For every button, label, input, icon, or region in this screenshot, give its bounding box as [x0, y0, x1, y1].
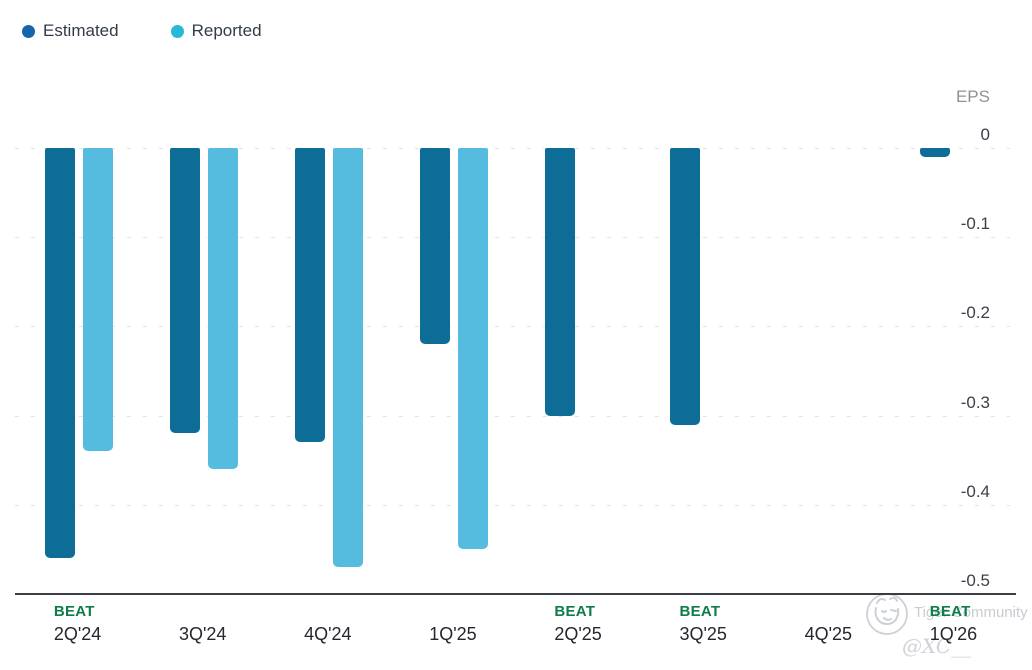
beat-badge: BEAT [554, 603, 596, 620]
bar-estimated-3Q25[interactable] [670, 148, 701, 425]
x-axis-cell: BEAT 1Q'26 [891, 602, 1016, 646]
y-axis-unit-label: EPS [955, 87, 990, 106]
x-axis-label: 2Q'24 [53, 624, 102, 644]
x-axis-label: 4Q'25 [804, 624, 853, 644]
bar-estimated-2Q24[interactable] [44, 148, 75, 559]
gridline [15, 326, 1010, 328]
y-tick-label: -0.5 [960, 571, 990, 590]
x-axis-line [15, 593, 1016, 595]
beat-badge: BEAT [929, 603, 971, 620]
bar-reported-3Q24[interactable] [207, 148, 238, 470]
reported-dot-icon [170, 24, 184, 38]
watermark-handle: @XC__ [902, 634, 972, 658]
bar-reported-2Q24[interactable] [82, 148, 113, 452]
watermark-brand: Tiger Community [914, 604, 1028, 621]
bar-estimated-1Q26[interactable] [920, 148, 951, 157]
x-axis-label: 1Q'25 [429, 624, 477, 644]
x-axis-cell: BEAT 2Q'25 [516, 602, 641, 646]
x-axis-label: 2Q'25 [554, 624, 602, 644]
estimated-dot-icon [22, 24, 35, 38]
x-axis-cell: BEAT 2Q'24 [15, 602, 140, 646]
bar-estimated-4Q24[interactable] [294, 148, 325, 443]
watermark: Tiger Community @XC__ [864, 590, 1032, 668]
x-axis-label: 3Q'25 [679, 624, 727, 644]
bar-reported-1Q25[interactable] [457, 148, 488, 550]
legend: Estimated Reported [22, 21, 262, 41]
y-tick-label: -0.3 [960, 392, 990, 412]
bar-estimated-3Q24[interactable] [169, 148, 200, 434]
gridline [15, 237, 1010, 239]
y-tick-label: -0.1 [960, 214, 990, 234]
y-tick-label: 0 [980, 125, 990, 144]
bar-estimated-2Q25[interactable] [545, 148, 576, 416]
x-axis-cell: BEAT4Q'24 [265, 602, 390, 646]
x-axis-label: 4Q'24 [304, 624, 352, 644]
y-tick-label: -0.4 [960, 481, 990, 501]
x-axis-label: 1Q'26 [929, 624, 978, 644]
bar-reported-4Q24[interactable] [332, 148, 363, 568]
legend-item-estimated[interactable]: Estimated [22, 21, 119, 41]
x-axis-cell: BEAT 3Q'25 [641, 602, 766, 646]
legend-label-reported: Reported [191, 21, 262, 40]
y-tick-label: -0.2 [960, 303, 990, 323]
legend-label-estimated: Estimated [43, 21, 119, 40]
bar-estimated-1Q25[interactable] [419, 148, 450, 345]
beat-badge: BEAT [679, 603, 721, 620]
gridline [15, 148, 1010, 149]
x-axis-label: 3Q'24 [178, 624, 227, 644]
x-axis-cell: BEAT4Q'25 [766, 602, 891, 646]
beat-badge: BEAT [53, 603, 95, 620]
legend-item-reported[interactable]: Reported [170, 21, 262, 41]
gridline [15, 415, 1010, 417]
gridline [15, 504, 1010, 506]
